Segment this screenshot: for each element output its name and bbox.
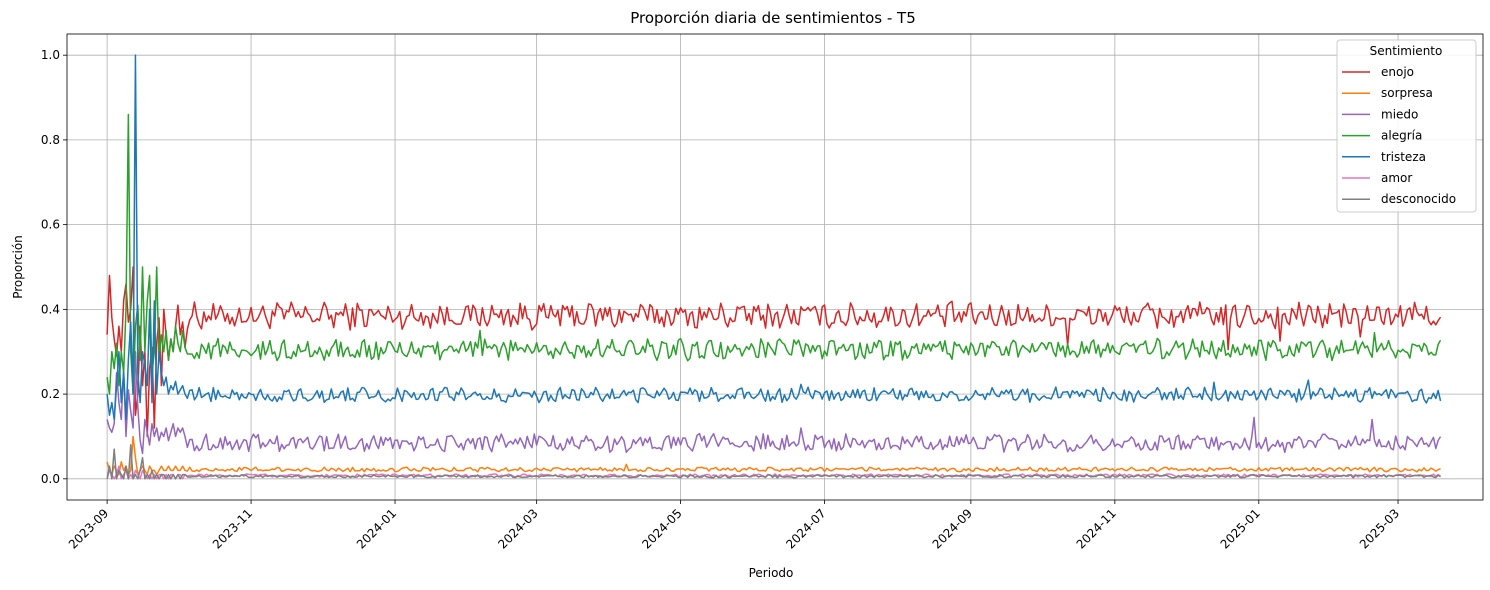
plot-area: 2023-09 2023-11 2024-01 2024-03 2024-05 2024-…: [41, 33, 1484, 552]
series-line-enojo: [106, 266, 1442, 438]
y-tick-label: 0.2: [41, 387, 60, 401]
legend-label-sorpresa: sorpresa: [1381, 86, 1433, 100]
legend-label-tristeza: tristeza: [1381, 150, 1426, 164]
y-axis-label: Proporción: [11, 235, 25, 299]
plot-border: [66, 33, 1484, 501]
x-axis-label: Periodo: [749, 566, 794, 580]
legend-title: Sentimiento: [1370, 44, 1443, 58]
y-tick-label: 0.6: [41, 218, 60, 232]
y-tick-label: 0.8: [41, 133, 60, 147]
y-axis-ticks: 0.0 0.2 0.4 0.6 0.8 1.0: [41, 48, 67, 486]
legend-label-desconocido: desconocido: [1381, 192, 1456, 206]
y-tick-label: 0.4: [41, 302, 60, 316]
series-line-alegría: [106, 113, 1442, 395]
series-line-tristeza: [106, 54, 1442, 421]
series-line-miedo: [106, 350, 1442, 455]
y-tick-label: 1.0: [41, 48, 60, 62]
plot-background: [67, 34, 1483, 500]
legend-label-amor: amor: [1381, 171, 1412, 185]
legend-label-enojo: enojo: [1381, 65, 1414, 79]
legend-label-miedo: miedo: [1381, 107, 1418, 121]
series-line-amor: [106, 465, 1441, 480]
legend: Sentimiento enojo sorpresa miedo alegría tri…: [1336, 39, 1477, 213]
chart-title: Proporción diaria de sentimientos - T5: [630, 9, 916, 27]
series-line-desconocido: [106, 444, 1441, 480]
series-line-sorpresa: [106, 435, 1441, 476]
y-tick-label: 0.0: [41, 472, 60, 486]
legend-items: enojo sorpresa miedo alegría tristeza amor des…: [1342, 65, 1456, 206]
series-lines: [106, 54, 1442, 480]
legend-label-alegría: alegría: [1381, 129, 1422, 143]
grid: [67, 34, 1483, 500]
legend-box: [1336, 39, 1477, 213]
